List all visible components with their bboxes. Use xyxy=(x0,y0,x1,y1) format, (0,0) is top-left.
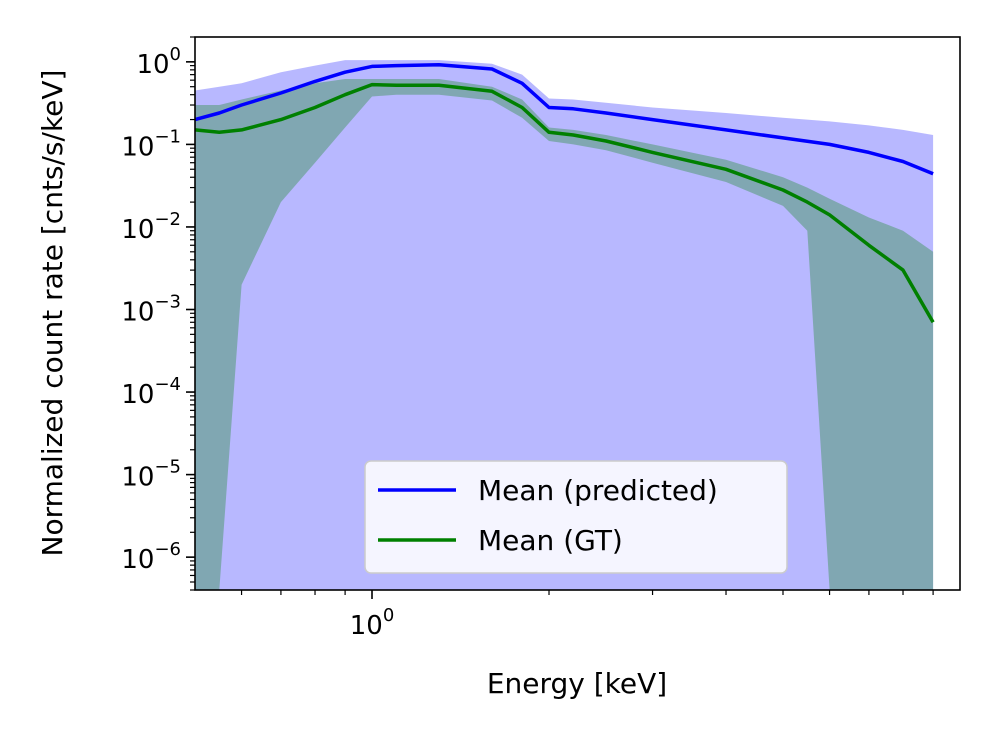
y-tick-label: 10−2 xyxy=(121,209,181,245)
x-tick-label: 100 xyxy=(350,605,395,641)
legend-box xyxy=(364,460,788,574)
mean-line-predicted xyxy=(194,63,934,176)
uncertainty-bands xyxy=(195,60,934,591)
mean-lines xyxy=(194,63,935,324)
y-tick-label: 100 xyxy=(136,44,181,80)
y-tick-label: 10−1 xyxy=(121,126,181,162)
x-axis-title: Energy [keV] xyxy=(487,667,667,700)
y-axis-ticks: 100 10−1 10−2 10−3 10−4 10−5 10−6 xyxy=(121,36,195,591)
y-tick-label: 10−6 xyxy=(121,539,181,575)
x-axis-ticks: 100 xyxy=(240,590,934,641)
legend-label-predicted: Mean (predicted) xyxy=(478,474,718,507)
y-tick-label: 10−4 xyxy=(121,374,181,410)
band-gt xyxy=(195,79,934,590)
legend-label-gt: Mean (GT) xyxy=(478,524,623,557)
y-tick-label: 10−5 xyxy=(121,457,181,493)
mean-line-gt xyxy=(194,82,935,324)
y-axis-title: Normalized count rate [cnts/s/keV] xyxy=(36,70,69,557)
y-tick-label: 10−3 xyxy=(121,292,181,328)
band-predicted xyxy=(195,60,934,591)
legend: Mean (predicted) Mean (GT) xyxy=(364,460,788,574)
